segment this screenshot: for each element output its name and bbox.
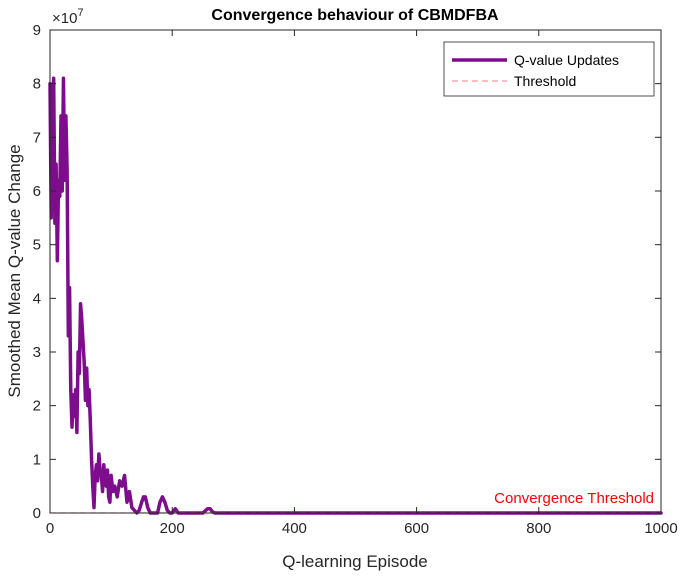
y-tick-label: 9 bbox=[33, 22, 41, 39]
plot-area bbox=[50, 30, 661, 513]
x-tick-label: 800 bbox=[526, 520, 551, 537]
x-tick-label: 1000 bbox=[644, 520, 677, 537]
legend-label-q-value-updates: Q-value Updates bbox=[514, 52, 619, 68]
x-tick-label: 400 bbox=[282, 520, 307, 537]
x-tick-label: 600 bbox=[404, 520, 429, 537]
plot-frame bbox=[49, 29, 662, 514]
y-tick-label: 1 bbox=[33, 451, 41, 468]
y-exponent-base: ×10 bbox=[52, 10, 77, 27]
legend-box bbox=[443, 41, 655, 97]
convergence-threshold-annotation: Convergence Threshold bbox=[494, 490, 654, 507]
y-tick-label: 4 bbox=[33, 290, 41, 307]
x-tick-label: 0 bbox=[46, 520, 54, 537]
y-tick-label: 2 bbox=[33, 398, 41, 415]
y-tick-label: 5 bbox=[33, 237, 41, 254]
x-axis-label: Q-learning Episode bbox=[282, 552, 428, 571]
legend-label-threshold: Threshold bbox=[514, 73, 576, 89]
x-tick-label: 200 bbox=[160, 520, 185, 537]
y-tick-label: 0 bbox=[33, 505, 41, 522]
y-exponent: ×107 bbox=[52, 7, 84, 27]
y-tick-label: 8 bbox=[33, 76, 41, 93]
y-tick-label: 7 bbox=[33, 129, 41, 146]
legend: Q-value Updates Threshold bbox=[443, 41, 655, 97]
chart-title: Convergence behaviour of CBMDFBA bbox=[211, 7, 499, 24]
y-exponent-power: 7 bbox=[77, 7, 83, 19]
y-axis-label: Smoothed Mean Q-value Change bbox=[5, 144, 24, 397]
y-tick-label: 3 bbox=[33, 344, 41, 361]
y-tick-label: 6 bbox=[33, 183, 41, 200]
tick-layer: 0 200 400 600 800 1000 0 1 2 3 4 5 6 7 8 9 bbox=[33, 22, 678, 537]
